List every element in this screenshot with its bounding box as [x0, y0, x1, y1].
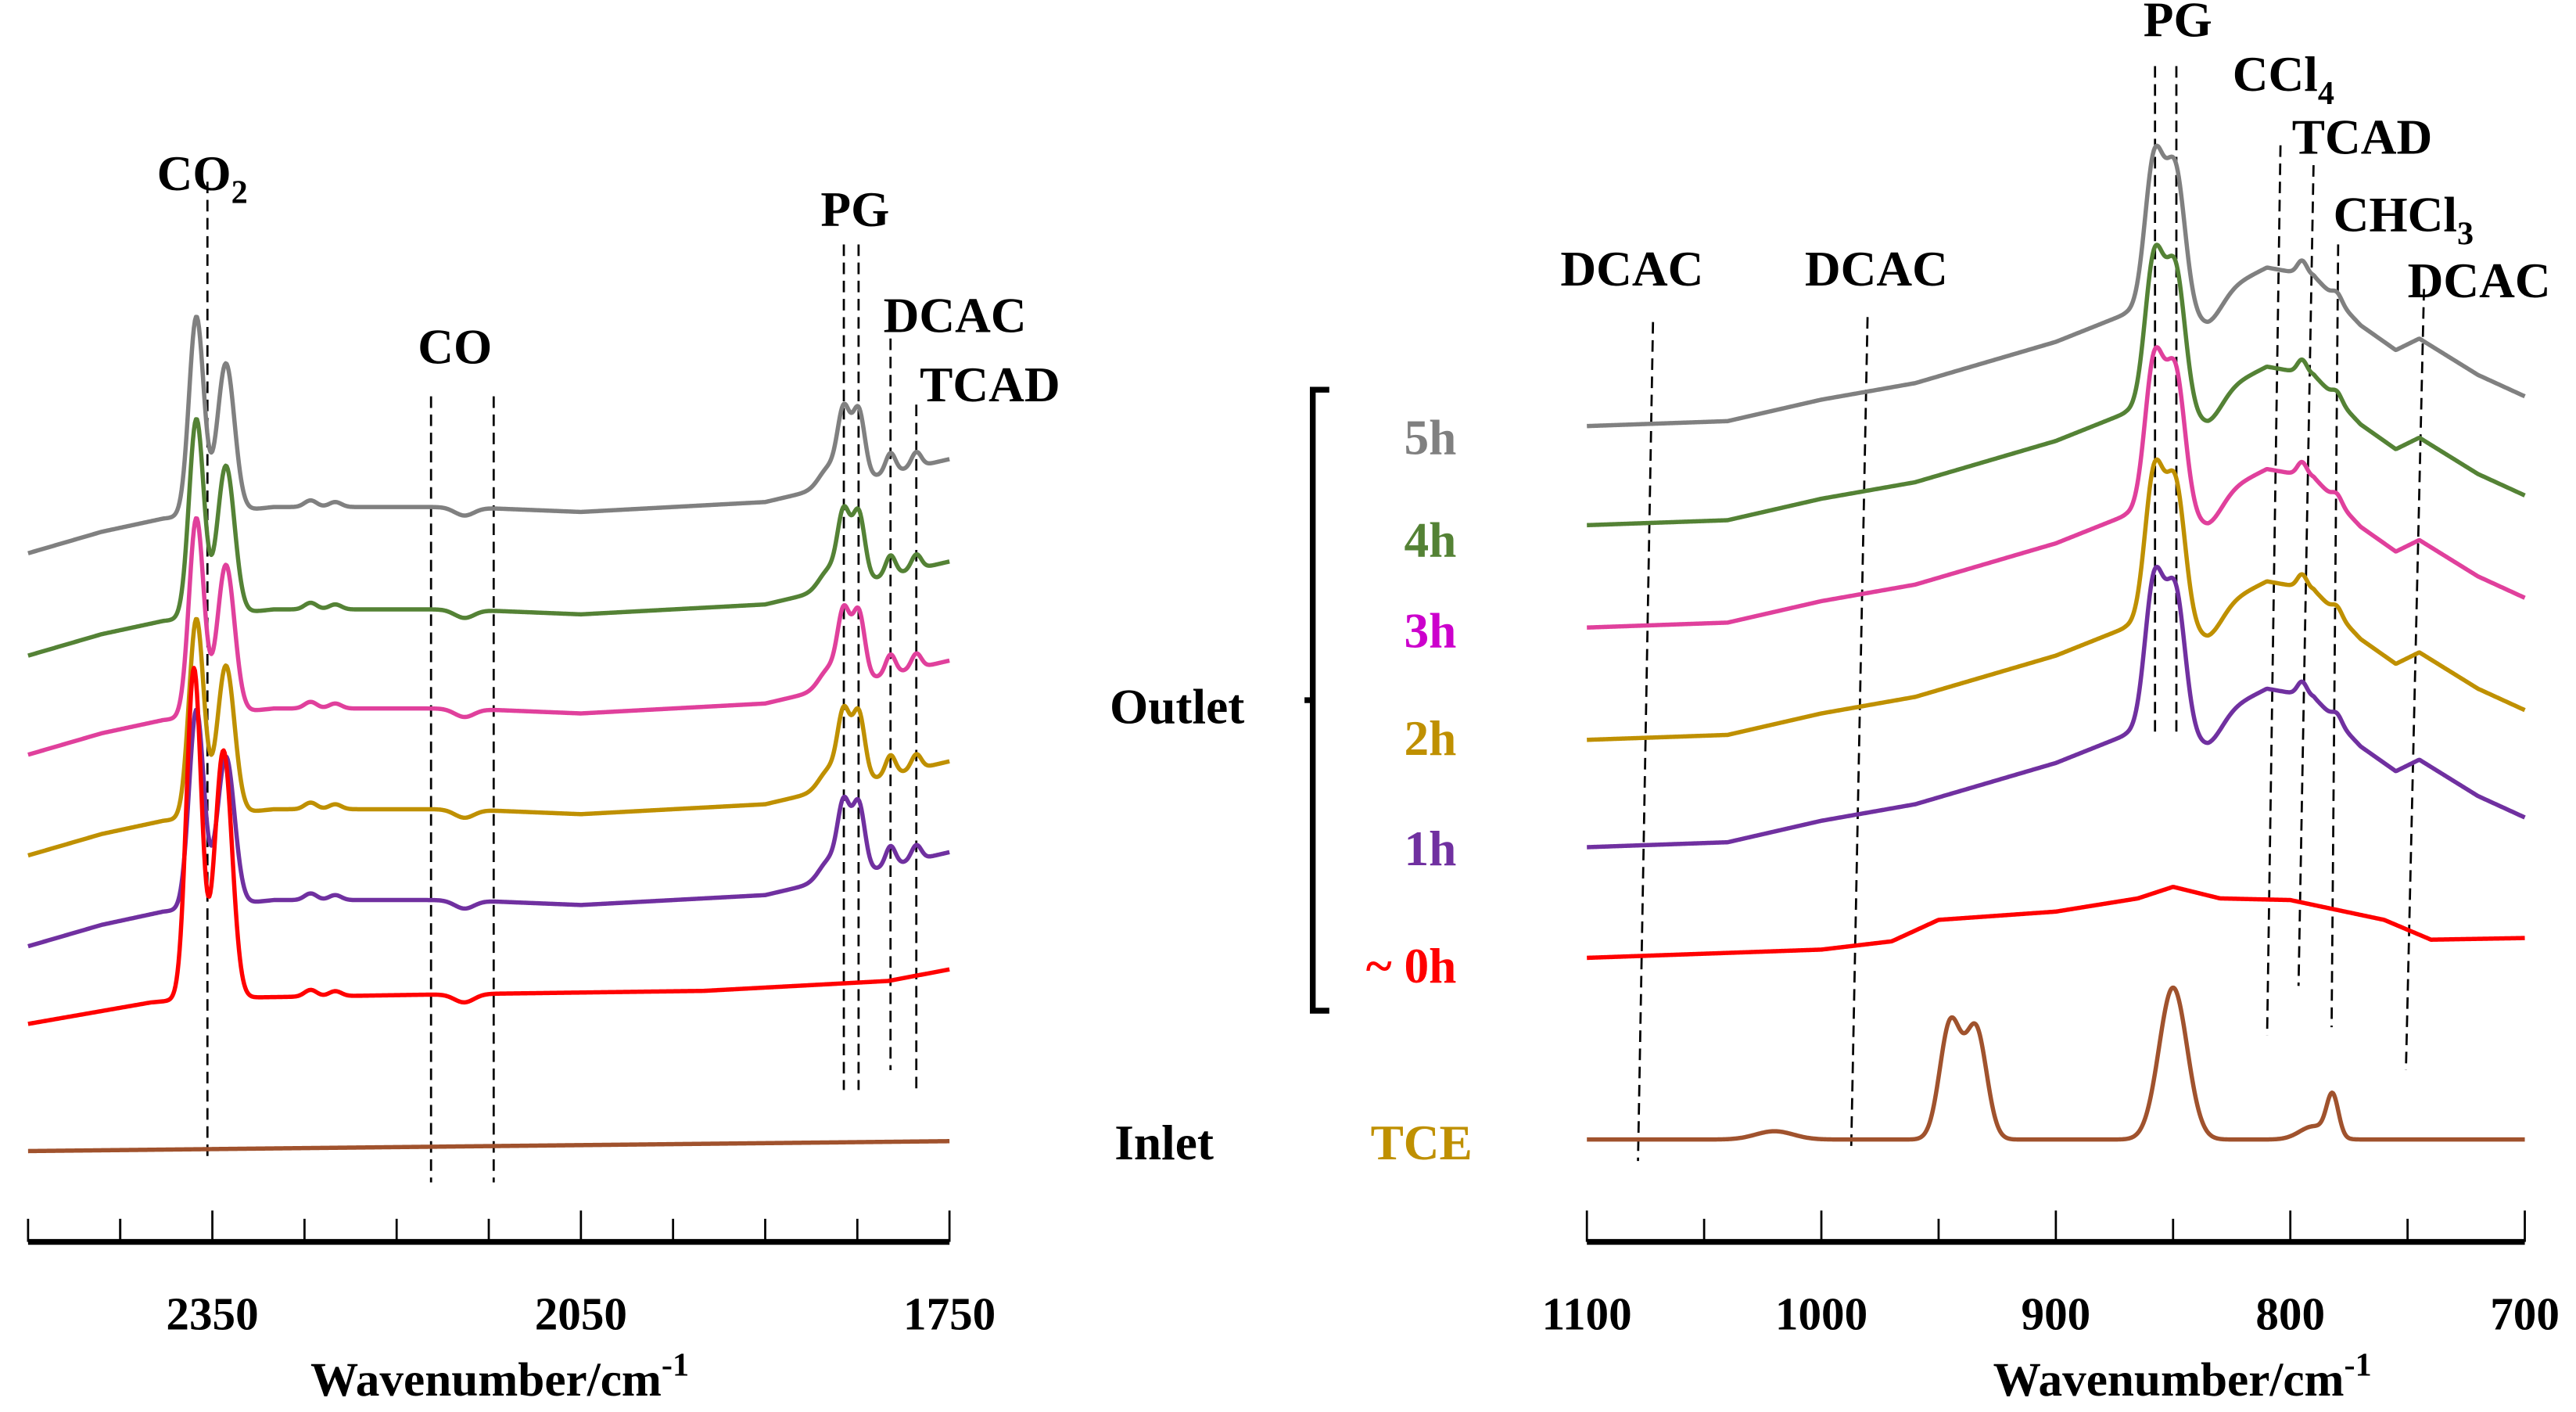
right-x-axis: 1100 1000 900 800 700 [1542, 1210, 2560, 1339]
spectrum-3h-left [27, 516, 951, 757]
annot-label-dcac-2: DCAC [1805, 242, 1948, 296]
spectrum-1h-right [1585, 564, 2526, 850]
spectrum-TCE-left [27, 1139, 951, 1154]
legend-item-0h: ~ 0h [1366, 939, 1457, 993]
annot-label-chcl3: CHCl3 [2334, 188, 2474, 253]
right-annotation-lines [1637, 66, 2425, 1162]
spectrum-3h-right [1585, 345, 2526, 630]
spectrum-2h-left [27, 616, 951, 858]
spectrum-TCE-right [1585, 985, 2526, 1142]
left-x-axis: 2350 2050 1750 [27, 1210, 996, 1339]
right-spectra [1585, 143, 2526, 1142]
x-tick-label: 1000 [1775, 1288, 1867, 1339]
annot-label-dcac-1: DCAC [1560, 242, 1703, 296]
left-annotation-lines [206, 181, 918, 1183]
annotation-line-chcl3 [2330, 244, 2340, 1028]
legend-item-tce: TCE [1371, 1116, 1473, 1170]
legend-item-2h: 2h [1404, 711, 1456, 766]
spectrum-1h-left [27, 707, 951, 949]
spectrum-4h-right [1585, 243, 2526, 528]
annot-label-ccl4: CCl4 [2233, 47, 2334, 112]
annot-label-co: CO [418, 319, 492, 374]
annot-label-dcac-3: DCAC [2408, 253, 2551, 308]
annot-label-co2: CO2 [157, 146, 248, 211]
annotation-line-ccl4 [2266, 145, 2282, 1036]
annot-label-pg: PG [820, 182, 889, 237]
x-tick-label: 1100 [1542, 1288, 1632, 1339]
legend-item-4h: 4h [1404, 512, 1456, 567]
left-x-axis-title: Wavenumber/cm-1 [310, 1347, 689, 1407]
legend-item-5h: 5h [1404, 411, 1456, 465]
legend-inlet-label: Inlet [1114, 1116, 1214, 1170]
right-panel: 1100 1000 900 800 700 DCAC DCAC PG CCl4 TCAD… [1542, 0, 2560, 1407]
x-tick-label: 1750 [903, 1288, 996, 1339]
legend-item-3h: 3h [1404, 604, 1456, 659]
x-tick-label: 2350 [166, 1288, 258, 1339]
x-tick-label: 2050 [535, 1288, 627, 1339]
annotation-line-dcac [1637, 322, 1655, 1162]
spectrum-2h-right [1585, 457, 2526, 742]
annot-label-pg: PG [2144, 0, 2212, 47]
left-spectra [27, 314, 951, 1154]
annotation-line-dcac [1849, 317, 1869, 1152]
spectrum-0h-right [1585, 885, 2526, 961]
x-tick-label: 700 [2490, 1288, 2560, 1339]
spectrum-4h-left [27, 417, 951, 658]
spectrum-5h-left [27, 314, 951, 555]
x-tick-label: 900 [2022, 1288, 2091, 1339]
left-panel: 2350 2050 1750 CO2 CO PG DCAC TCAD Wavenum… [27, 146, 1060, 1407]
annot-label-dcac: DCAC [884, 288, 1027, 343]
outlet-bracket [1304, 386, 1329, 1014]
right-x-axis-title: Wavenumber/cm-1 [1993, 1347, 2372, 1407]
annot-label-tcad: TCAD [2292, 110, 2432, 164]
legend-item-1h: 1h [1404, 821, 1456, 876]
annotation-line-dcac [2405, 289, 2425, 1071]
spectrum-5h-right [1585, 143, 2526, 429]
legend: Outlet 5h 4h 3h 2h 1h ~ 0h Inlet TCE [1110, 386, 1473, 1170]
legend-outlet-label: Outlet [1110, 680, 1244, 735]
x-tick-label: 800 [2255, 1288, 2325, 1339]
annot-label-tcad: TCAD [920, 357, 1060, 412]
spectrum-0h-left [27, 666, 951, 1026]
